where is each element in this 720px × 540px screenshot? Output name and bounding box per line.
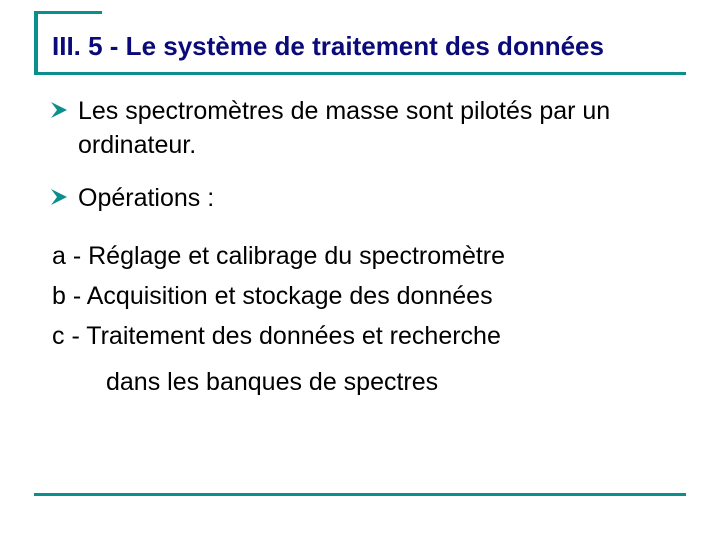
slide-title: III. 5 - Le système de traitement des do… [52, 26, 686, 70]
title-underline [34, 72, 686, 75]
list-item: a - Réglage et calibrage du spectromètre [52, 236, 686, 276]
title-corner-vertical [34, 11, 38, 74]
arrowhead-icon [50, 101, 68, 124]
operations-list: a - Réglage et calibrage du spectromètre… [52, 236, 686, 402]
slide-content: Les spectromètres de masse sont pilotés … [34, 95, 686, 402]
list-item-continuation: dans les banques de spectres [106, 362, 686, 402]
bullet-text: Les spectromètres de masse sont pilotés … [78, 95, 686, 163]
footer-rule [34, 493, 686, 496]
list-item: b - Acquisition et stockage des données [52, 276, 686, 316]
slide: III. 5 - Le système de traitement des do… [0, 0, 720, 540]
title-block: III. 5 - Le système de traitement des do… [34, 26, 686, 75]
bullet-item: Opérations : [50, 182, 686, 216]
bullet-text: Opérations : [78, 182, 214, 216]
title-corner-horizontal [34, 11, 102, 14]
arrowhead-icon [50, 188, 68, 211]
bullet-item: Les spectromètres de masse sont pilotés … [50, 95, 686, 163]
list-item: c - Traitement des données et recherche [52, 316, 686, 356]
